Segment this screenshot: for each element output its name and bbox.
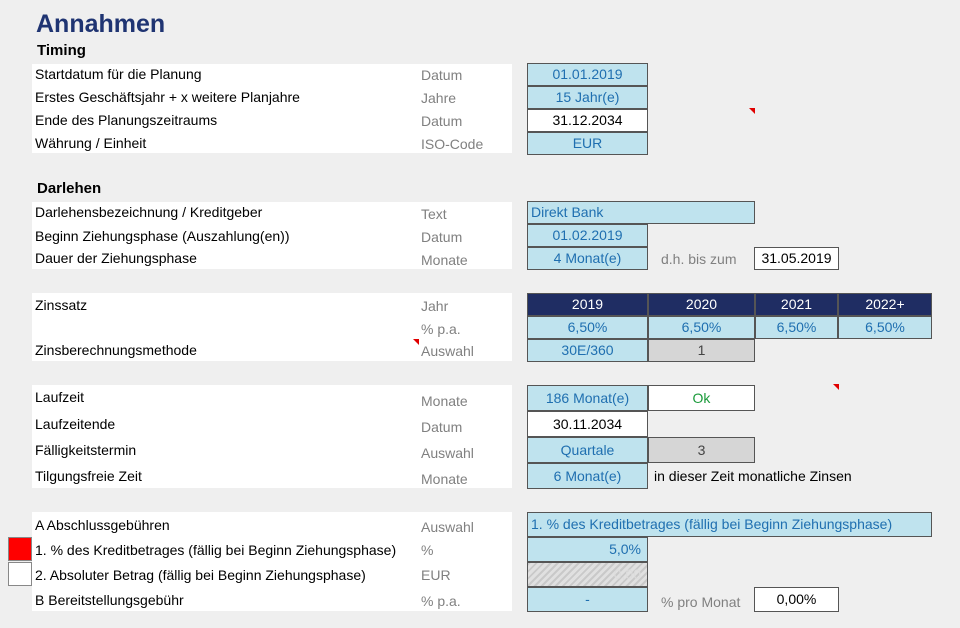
row-label-beginn-ziehung: Beginn Ziehungsphase (Auszahlung(en)) — [35, 228, 290, 244]
row-label-option-absolute: 2. Absoluter Betrag (fällig bei Beginn Z… — [35, 567, 366, 583]
row-unit-abschluss: Auswahl — [421, 519, 474, 535]
page-title: Annahmen — [36, 10, 166, 38]
timing-band — [32, 64, 512, 153]
row-label-abschlussgebuehren: A Abschlussgebühren — [35, 517, 170, 533]
section-heading-darlehen: Darlehen — [37, 180, 102, 197]
row-unit-jahr: Jahr — [421, 298, 449, 314]
comment-marker-icon[interactable] — [833, 384, 839, 390]
year-header-2020: 2020 — [648, 293, 755, 316]
year-header-2022-plus: 2022+ — [838, 293, 932, 316]
row-unit-startdatum: Datum — [421, 67, 463, 83]
drawdown-start-input[interactable]: 01.02.2019 — [527, 224, 648, 247]
comment-marker-icon[interactable] — [749, 108, 755, 114]
row-label-laufzeit: Laufzeit — [35, 389, 85, 405]
gebuehren-band — [32, 512, 512, 611]
option-selected-indicator — [8, 537, 32, 561]
row-label-startdatum: Startdatum für die Planung — [35, 66, 202, 82]
row-unit-laufzeitende: Datum — [421, 419, 463, 435]
rate-2021-input[interactable]: 6,50% — [755, 316, 838, 339]
row-unit-auswahl: Auswahl — [421, 343, 474, 359]
row-unit-geschaeftsjahr: Jahre — [421, 90, 457, 106]
commitment-fee-month-label: % pro Monat — [661, 594, 741, 610]
term-input[interactable]: 186 Monat(e) — [527, 385, 648, 411]
year-header-2021: 2021 — [755, 293, 838, 316]
grace-period-input[interactable]: 6 Monat(e) — [527, 463, 648, 489]
rate-2019-input[interactable]: 6,50% — [527, 316, 648, 339]
plan-years-input[interactable]: 15 Jahr(e) — [527, 86, 648, 109]
start-date-input[interactable]: 01.01.2019 — [527, 63, 648, 86]
row-unit-faelligkeit: Auswahl — [421, 445, 474, 461]
rate-2020-input[interactable]: 6,50% — [648, 316, 755, 339]
row-label-tilgungsfrei: Tilgungsfreie Zeit — [35, 468, 142, 484]
darlehen-band — [32, 202, 512, 269]
drawdown-duration-input[interactable]: 4 Monat(e) — [527, 247, 648, 270]
row-unit-bereitstellung: % p.a. — [421, 593, 461, 609]
row-label-dauer-ziehung: Dauer der Ziehungsphase — [35, 250, 197, 266]
row-unit-beginn-ziehung: Datum — [421, 229, 463, 245]
fee-type-select[interactable]: 1. % des Kreditbetrages (fällig bei Begi… — [527, 512, 932, 537]
lender-name-input[interactable]: Direkt Bank — [527, 201, 755, 224]
interest-method-select[interactable]: 30E/360 — [527, 339, 648, 362]
commitment-fee-month-value: 0,00% — [754, 587, 839, 612]
comment-marker-icon[interactable] — [413, 339, 419, 345]
row-label-zinsmethode: Zinsberechnungsmethode — [35, 342, 197, 358]
row-label-waehrung: Währung / Einheit — [35, 135, 147, 151]
row-label-laufzeitende: Laufzeitende — [35, 416, 116, 432]
laufzeit-band — [32, 385, 512, 488]
row-unit-tilgungsfrei: Monate — [421, 471, 468, 487]
drawdown-end-value: 31.05.2019 — [754, 247, 839, 270]
row-label-faelligkeit: Fälligkeitstermin — [35, 442, 137, 458]
row-label-option-percent: 1. % des Kreditbetrages (fällig bei Begi… — [35, 542, 397, 558]
term-check-status: Ok — [648, 385, 755, 411]
rate-2022-plus-input[interactable]: 6,50% — [838, 316, 932, 339]
option-unselected-indicator — [8, 562, 32, 586]
row-label-bereitstellung: B Bereitstellungsgebühr — [35, 592, 184, 608]
row-unit-laufzeit: Monate — [421, 393, 468, 409]
row-unit-kreditgeber: Text — [421, 206, 447, 222]
zins-band — [32, 293, 512, 361]
row-unit-waehrung: ISO-Code — [421, 136, 484, 152]
row-unit-percent: % — [421, 542, 434, 558]
interest-method-index: 1 — [648, 339, 755, 362]
row-unit-dauer-ziehung: Monate — [421, 252, 468, 268]
commitment-fee-input[interactable]: - — [527, 587, 648, 612]
fee-percent-input[interactable]: 5,0% — [527, 537, 648, 562]
row-label-kreditgeber: Darlehensbezeichnung / Kreditgeber — [35, 204, 263, 220]
row-label-geschaeftsjahr: Erstes Geschäftsjahr + x weitere Planjah… — [35, 89, 300, 105]
section-heading-timing: Timing — [37, 42, 86, 59]
row-unit-eur: EUR — [421, 567, 451, 583]
row-unit-ende: Datum — [421, 113, 463, 129]
fee-absolute-input-disabled: 0,00 — [527, 562, 648, 587]
due-date-select[interactable]: Quartale — [527, 437, 648, 463]
grace-period-note: in dieser Zeit monatliche Zinsen — [654, 468, 852, 484]
end-date-value: 31.12.2034 — [527, 109, 648, 132]
row-label-zinssatz: Zinssatz — [35, 297, 88, 313]
year-header-2019: 2019 — [527, 293, 648, 316]
due-date-index: 3 — [648, 437, 755, 463]
currency-input[interactable]: EUR — [527, 132, 648, 155]
row-label-ende: Ende des Planungszeitraums — [35, 112, 218, 128]
row-unit-rate: % p.a. — [421, 321, 461, 337]
drawdown-until-label: d.h. bis zum — [661, 251, 737, 267]
term-end-value: 30.11.2034 — [527, 411, 648, 437]
